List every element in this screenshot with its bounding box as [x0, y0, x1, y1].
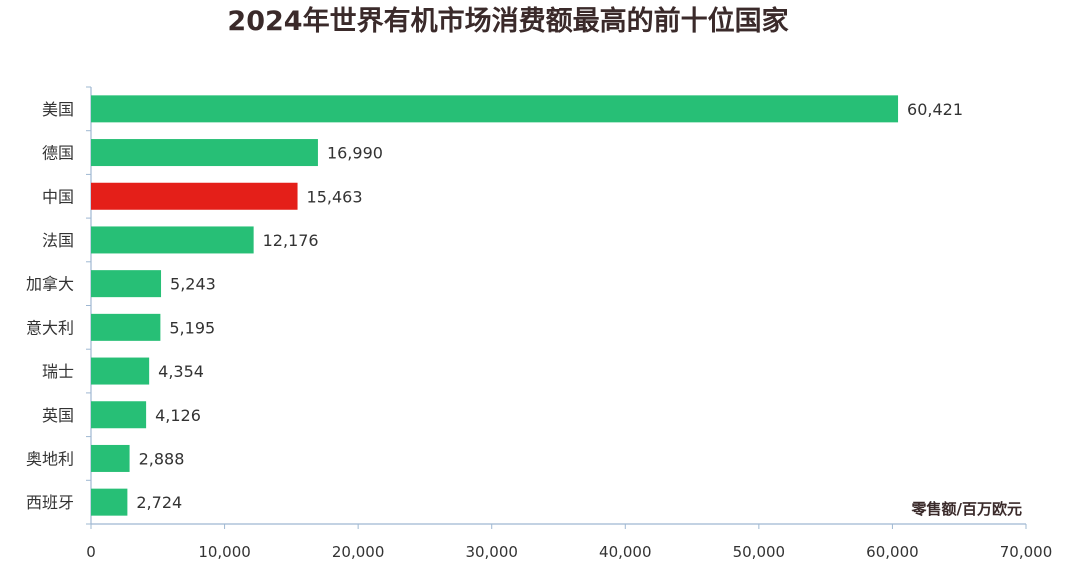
x-tick-label: 40,000	[599, 543, 652, 561]
data-label: 2,888	[139, 449, 185, 468]
x-tick-label: 10,000	[198, 543, 251, 561]
category-label: 英国	[42, 406, 74, 425]
data-label: 4,126	[155, 406, 201, 425]
category-label: 瑞士	[42, 362, 74, 381]
x-tick-label: 20,000	[332, 543, 385, 561]
data-label: 4,354	[158, 362, 204, 381]
x-tick-label: 30,000	[465, 543, 518, 561]
bar-5	[91, 270, 162, 298]
x-tick-label: 60,000	[866, 543, 919, 561]
x-tick-label: 0	[86, 543, 96, 561]
bar-8	[91, 401, 147, 429]
data-label: 5,243	[170, 275, 216, 294]
data-label: 15,463	[307, 187, 363, 206]
category-label: 美国	[42, 100, 74, 119]
bar-10	[91, 488, 128, 516]
category-label: 法国	[42, 231, 74, 250]
bar-6	[91, 313, 161, 341]
bar-1	[91, 95, 899, 123]
data-label: 2,724	[136, 493, 182, 512]
category-label: 加拿大	[26, 275, 74, 294]
bar-9	[91, 444, 130, 472]
bar-4	[91, 226, 254, 254]
category-label: 奥地利	[26, 449, 74, 468]
data-label: 60,421	[907, 100, 963, 119]
category-label: 中国	[42, 187, 74, 206]
x-tick-label: 70,000	[1000, 543, 1053, 561]
bar-7	[91, 357, 150, 385]
category-label: 德国	[42, 144, 74, 163]
data-label: 12,176	[263, 231, 319, 250]
chart-title: 2024年世界有机市场消费额最高的前十位国家	[227, 5, 788, 37]
bar-3	[91, 182, 298, 210]
category-label: 意大利	[26, 318, 74, 337]
data-label: 5,195	[169, 318, 215, 337]
category-label: 西班牙	[26, 493, 74, 512]
unit-label: 零售额/百万欧元	[911, 500, 1022, 518]
x-tick-label: 50,000	[733, 543, 786, 561]
bar-2	[91, 139, 318, 167]
data-label: 16,990	[327, 144, 383, 163]
